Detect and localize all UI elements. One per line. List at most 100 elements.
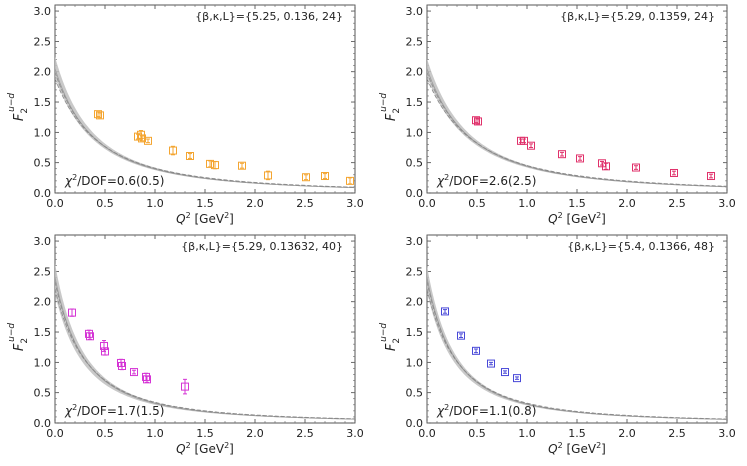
param-label: {β,κ,L}={5.4, 0.1366, 48} (567, 240, 715, 253)
data-point (211, 161, 219, 170)
chart-panel-top-right: 0.0 0.5 1.0 1.5 2.0 2.5 3.0 0.0 0.5 1.0 1.5 2.0 2.5 3… (379, 4, 736, 226)
x-tick-label: 1.0 (518, 197, 536, 210)
data-point (520, 136, 528, 145)
chart-panel-bottom-right: 0.0 0.5 1.0 1.5 2.0 2.5 3.0 0.0 0.5 1.0 1.5 2.0 2.5 3… (379, 234, 736, 456)
y-tick-label: 2.0 (34, 296, 52, 309)
x-tick-label: 0.5 (96, 197, 114, 210)
y-tick-label: 2.0 (406, 296, 424, 309)
y-tick-label: 0.0 (406, 417, 424, 430)
y-tick-label: 1.5 (34, 96, 52, 109)
plot-frame (426, 234, 728, 424)
chi-square-label: χ2/DOF=1.1(0.8) (436, 403, 536, 418)
y-tick-label: 3.0 (34, 235, 52, 248)
x-tick-label: 1.5 (196, 197, 214, 210)
fit-dashed-line (55, 281, 355, 420)
data-point (186, 152, 194, 161)
y-tick-label: 1.5 (406, 96, 424, 109)
y-tick-label: 0.5 (406, 157, 424, 170)
plot-frame (54, 234, 356, 424)
x-tick-label: 0.5 (468, 427, 486, 440)
y-axis-label: F2u−d (379, 323, 402, 351)
y-tick-label: 1.0 (34, 356, 52, 369)
x-tick-label: 1.0 (146, 427, 164, 440)
data-point (707, 172, 715, 181)
x-axis-label: Q2 [GeV2] (176, 441, 234, 456)
data-point (100, 341, 108, 350)
x-tick-label: 1.5 (196, 427, 214, 440)
x-tick-label: 2.5 (296, 197, 314, 210)
fit-error-band (55, 56, 355, 188)
data-point (86, 332, 94, 341)
x-tick-label: 1.5 (568, 427, 586, 440)
data-point (302, 173, 310, 182)
y-tick-label: 2.0 (34, 66, 52, 79)
data-point (264, 171, 272, 180)
chi-square-label: χ2/DOF=1.7(1.5) (64, 403, 164, 418)
y-tick-label: 2.0 (406, 66, 424, 79)
chi-square-label: χ2/DOF=2.6(2.5) (436, 173, 536, 188)
fit-error-band (427, 265, 727, 420)
data-point (101, 347, 109, 356)
y-tick-label: 3.0 (406, 235, 424, 248)
x-tick-label: 2.5 (296, 427, 314, 440)
y-axis-label: F2u−d (7, 323, 30, 351)
data-point (68, 308, 76, 317)
y-axis-label: F2u−d (7, 93, 30, 121)
data-point (670, 168, 678, 177)
data-point (472, 346, 480, 355)
y-tick-label: 1.5 (406, 326, 424, 339)
fit-central-line (55, 68, 355, 189)
chi-square-label: χ2/DOF=0.6(0.5) (64, 173, 164, 188)
data-point (118, 361, 126, 370)
y-tick-label: 0.0 (406, 187, 424, 200)
fit-error-band (55, 263, 355, 420)
x-tick-label: 3.0 (346, 197, 364, 210)
x-tick-label: 2.0 (246, 427, 264, 440)
x-axis-label: Q2 [GeV2] (548, 441, 606, 456)
data-point (138, 134, 146, 143)
data-point (130, 368, 138, 377)
y-tick-label: 1.0 (406, 356, 424, 369)
plot-area (427, 58, 727, 188)
y-tick-label: 0.5 (34, 387, 52, 400)
x-tick-label: 1.0 (146, 197, 164, 210)
y-tick-label: 0.0 (34, 417, 52, 430)
y-tick-label: 1.5 (34, 326, 52, 339)
data-point (96, 111, 104, 120)
data-point (513, 374, 521, 383)
x-tick-label: 3.0 (718, 427, 736, 440)
data-point (501, 368, 509, 377)
plot-area (55, 263, 355, 420)
data-point (321, 172, 329, 181)
data-point (558, 150, 566, 159)
data-point (143, 375, 151, 384)
x-tick-label: 0.5 (96, 427, 114, 440)
x-tick-label: 2.0 (618, 427, 636, 440)
param-label: {β,κ,L}={5.29, 0.13632, 40} (181, 240, 343, 253)
data-point (457, 331, 465, 340)
fit-central-line (427, 68, 727, 188)
x-axis-label: Q2 [GeV2] (176, 211, 234, 226)
param-label: {β,κ,L}={5.29, 0.1359, 24} (560, 10, 715, 23)
data-point (474, 117, 482, 126)
data-point (238, 161, 246, 170)
data-point (441, 307, 449, 316)
fit-dashed-line (55, 72, 355, 188)
x-tick-label: 2.5 (668, 427, 686, 440)
param-label: {β,κ,L}={5.25, 0.136, 24} (195, 10, 343, 23)
x-tick-label: 2.5 (668, 197, 686, 210)
data-point (576, 154, 584, 163)
data-point (632, 163, 640, 172)
y-tick-label: 2.5 (34, 35, 52, 48)
fit-dashed-line (427, 281, 727, 420)
data-point (85, 329, 93, 338)
data-point (144, 136, 152, 145)
chart-panel-top-left: 0.0 0.5 1.0 1.5 2.0 2.5 3.0 0.0 0.5 1.0 1.5 2.0 2.5 3… (7, 4, 364, 226)
data-point (169, 146, 177, 155)
x-tick-label: 0.0 (46, 197, 64, 210)
chart-panel-bottom-left: 0.0 0.5 1.0 1.5 2.0 2.5 3.0 0.0 0.5 1.0 1.5 2.0 2.5 3… (7, 234, 364, 456)
y-tick-label: 1.0 (406, 126, 424, 139)
y-tick-label: 2.5 (34, 265, 52, 278)
x-tick-label: 3.0 (346, 427, 364, 440)
plot-area (427, 265, 727, 420)
